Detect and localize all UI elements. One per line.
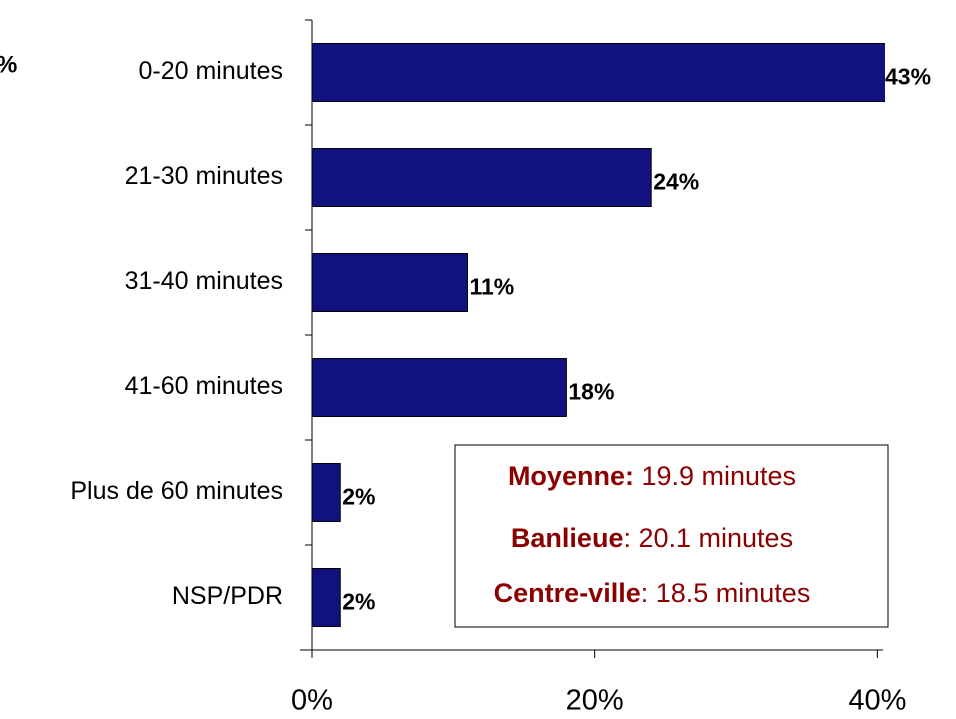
annotation-text: : 18.5 minutes — [641, 578, 811, 608]
annotation: Centre-ville: 18.5 minutes — [494, 578, 811, 608]
annotation-bold: Banlieue — [511, 523, 624, 553]
category-label: 41-60 minutes — [125, 372, 283, 400]
bar — [311, 148, 652, 207]
bar — [311, 358, 567, 417]
annotation-text: : 20.1 minutes — [623, 523, 793, 553]
category-label: NSP/PDR — [172, 582, 283, 610]
value-label: 11% — [469, 274, 514, 300]
category-label: 21-30 minutes — [125, 162, 283, 190]
bar — [311, 568, 341, 627]
value-label: 2% — [342, 589, 375, 615]
bar — [311, 463, 341, 522]
bar — [311, 43, 885, 102]
category-label: 31-40 minutes — [125, 267, 283, 295]
annotation-bold: Centre-ville — [494, 578, 641, 608]
value-label: 2% — [342, 484, 375, 510]
category-label: 0-20 minutes — [138, 57, 283, 85]
category-label: Plus de 60 minutes — [70, 477, 283, 505]
bar — [311, 253, 468, 312]
annotation-bold: Moyenne: — [508, 461, 634, 491]
value-label: 18% — [568, 379, 614, 405]
value-label: 24% — [653, 169, 699, 195]
annotation-box — [454, 444, 889, 628]
x-tick-label: 40% — [848, 685, 906, 717]
x-tick-label: 20% — [566, 685, 624, 717]
corner-note: % — [0, 51, 17, 78]
annotation-text: 19.9 minutes — [634, 461, 796, 491]
annotation: Moyenne: 19.9 minutes — [508, 461, 796, 491]
value-label: 43% — [885, 64, 931, 90]
x-tick-label: 0% — [291, 685, 333, 717]
annotation: Banlieue: 20.1 minutes — [511, 523, 793, 553]
